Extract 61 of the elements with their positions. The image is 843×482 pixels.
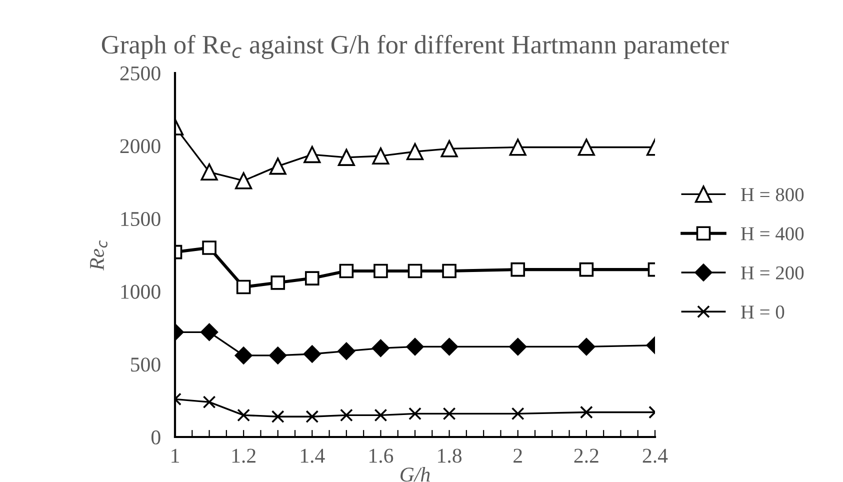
- point: [406, 143, 424, 160]
- point: [406, 338, 424, 356]
- point: [271, 410, 284, 424]
- x-tick-label: 2: [514, 448, 522, 463]
- point: [374, 264, 388, 278]
- x-tick-label: 2.4: [642, 448, 668, 463]
- x-tick-label: 2.2: [574, 448, 598, 463]
- legend-label: H = 400: [740, 227, 804, 240]
- y-tick-label: 1000: [121, 284, 160, 299]
- point: [442, 264, 456, 278]
- point: [408, 407, 422, 420]
- x-tick-label: 1.4: [300, 448, 325, 463]
- point: [578, 138, 595, 156]
- point: [511, 407, 524, 420]
- point: [303, 345, 321, 363]
- point: [304, 146, 321, 164]
- point: [202, 396, 216, 409]
- point: [339, 264, 354, 278]
- point: [306, 410, 319, 424]
- point: [509, 138, 526, 156]
- point: [270, 276, 286, 290]
- chart-title: Graph of Re$_{c}$ against G/h for different Hartmann parameter: [102, 34, 729, 60]
- x-tick-label: 1: [172, 448, 179, 463]
- x-tick-label: 1.8: [438, 448, 462, 463]
- y-tick-label: 1500: [121, 212, 160, 226]
- point: [509, 338, 527, 356]
- point: [580, 406, 593, 419]
- x-tick-label: 1.2: [232, 448, 256, 463]
- point: [510, 262, 526, 277]
- point: [440, 338, 458, 356]
- x-axis-title: G/h: [400, 467, 430, 482]
- point: [338, 148, 355, 166]
- legend-label: H = 200: [740, 266, 804, 280]
- legend-label: H = 800: [740, 188, 804, 202]
- point: [236, 280, 251, 294]
- point: [202, 240, 216, 255]
- y-tick-label: 500: [131, 358, 160, 372]
- point: [200, 323, 218, 341]
- point: [408, 264, 422, 278]
- y-tick-label: 0: [151, 430, 160, 444]
- point: [578, 338, 596, 356]
- point: [200, 163, 218, 181]
- point: [269, 346, 287, 364]
- point: [374, 408, 388, 422]
- point: [442, 407, 456, 420]
- point: [235, 172, 252, 190]
- point: [372, 339, 390, 357]
- point: [234, 346, 252, 364]
- point: [579, 262, 594, 277]
- y-axis-title: Re$_{c}$: [90, 240, 108, 271]
- point: [338, 342, 356, 360]
- point: [372, 147, 390, 165]
- x-tick-label: 1.6: [370, 448, 394, 463]
- point: [440, 140, 458, 158]
- point: [340, 408, 353, 422]
- point: [304, 271, 320, 286]
- y-tick-label: 2500: [120, 66, 160, 80]
- point: [237, 408, 250, 422]
- legend-label: H = 0: [740, 306, 784, 319]
- y-tick-label: 2000: [120, 139, 160, 154]
- point: [269, 158, 286, 175]
